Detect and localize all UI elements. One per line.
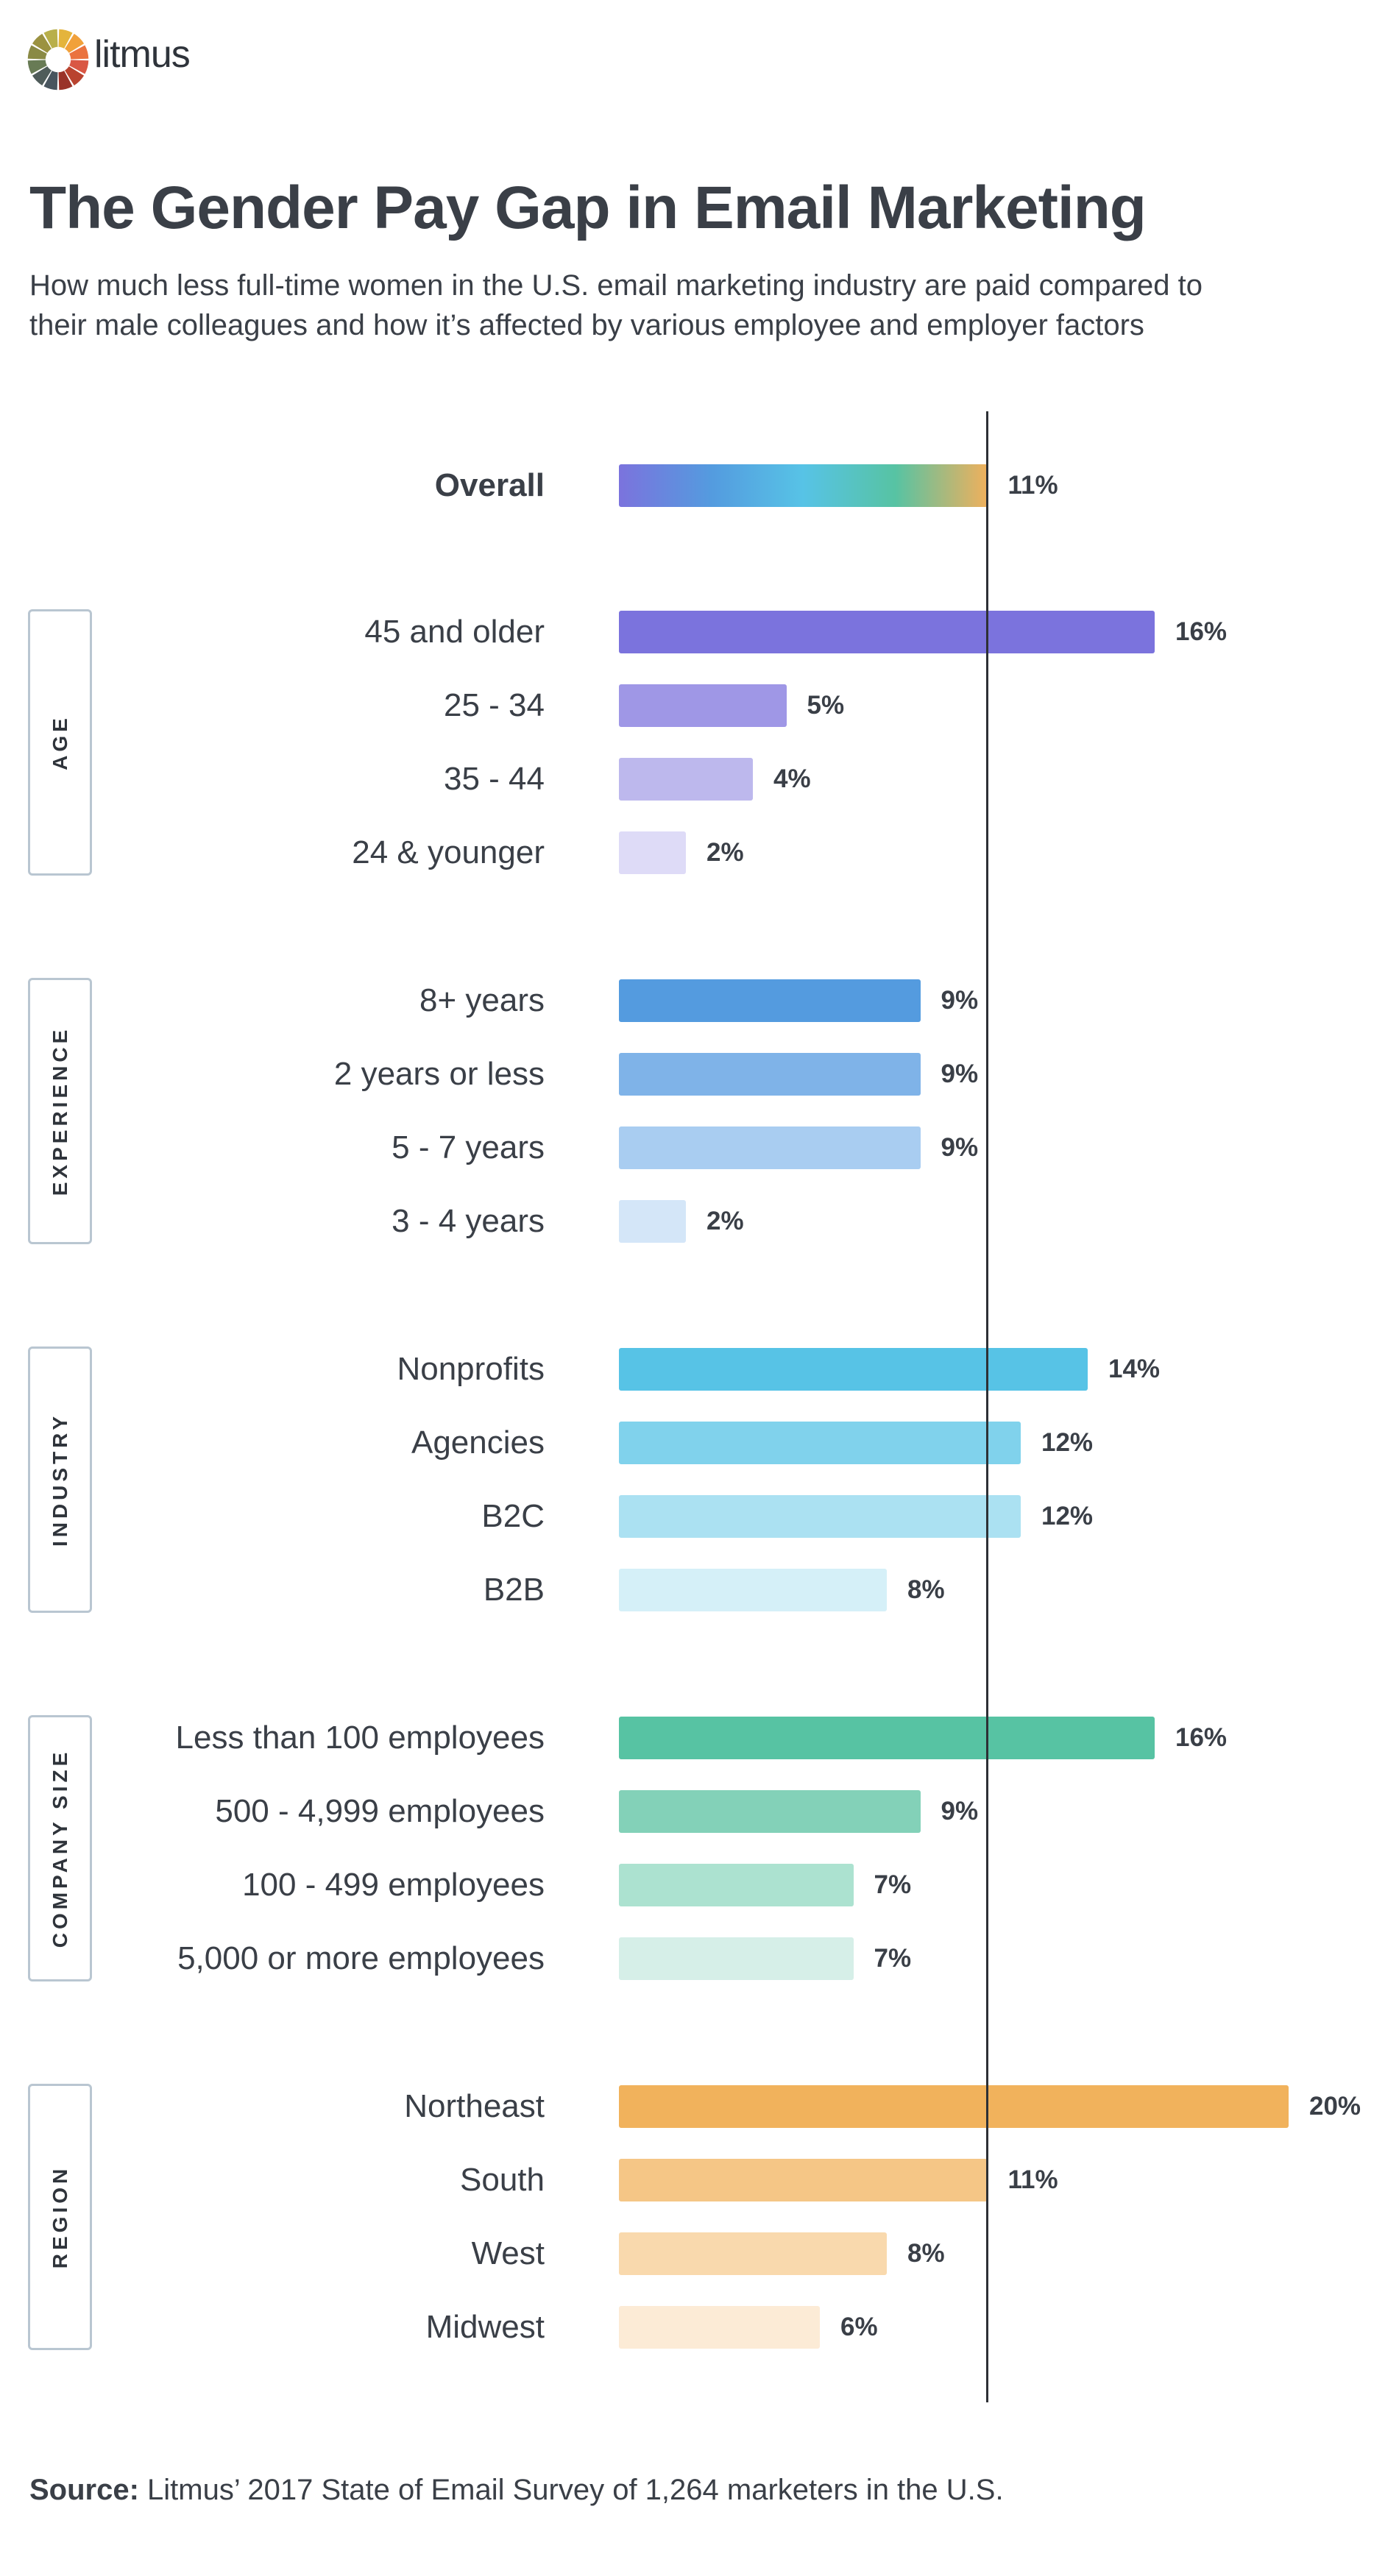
bar [619,1569,887,1611]
bar [619,1348,1088,1391]
group-label: INDUSTRY [48,1412,71,1547]
bar [619,1053,921,1096]
value-label: 4% [773,764,811,793]
logo-segment [65,66,85,86]
logo-segment [27,45,47,60]
litmus-logo-icon [27,29,89,91]
source-label: Source: [29,2474,139,2506]
category-label: 8+ years [419,982,545,1018]
subtitle-line-2: their male colleagues and how it’s affec… [29,309,1144,341]
value-label: 7% [874,1944,912,1973]
source-text: Litmus’ 2017 State of Email Survey of 1,… [138,2474,1004,2506]
category-label: Agencies [411,1424,545,1461]
category-label: 100 - 499 employees [242,1867,545,1903]
value-label: 6% [840,2313,878,2341]
category-label: South [460,2162,545,2198]
page-title: The Gender Pay Gap in Email Marketing [29,174,1147,241]
logo-segment [32,33,52,53]
category-label: Midwest [425,2309,545,2345]
logo-segment [43,29,58,49]
value-label: 11% [1007,2165,1058,2194]
value-label: 2% [706,838,744,867]
group-label: EXPERIENCE [48,1026,71,1196]
category-label: Northeast [404,2088,545,2124]
brand-name: litmus [94,33,191,76]
category-label: 35 - 44 [444,761,545,797]
group-label: AGE [48,714,71,770]
group-label-box: COMPANY SIZE [28,1715,92,1981]
category-label: Nonprofits [397,1351,545,1387]
bar [619,464,988,507]
group-label-box: AGE [28,609,92,876]
category-label: 24 & younger [352,834,545,870]
group-label-box: REGION [28,2084,92,2350]
logo-segment [69,60,89,74]
category-label: 25 - 34 [444,687,545,723]
bar [619,611,1155,653]
value-label: 20% [1309,2092,1361,2121]
category-label: 45 and older [364,614,545,650]
group-label-box: EXPERIENCE [28,978,92,1244]
bar [619,2306,820,2349]
value-label: 8% [907,1575,945,1604]
value-label: 16% [1175,1723,1228,1752]
bar [619,1495,1021,1538]
category-label: 5,000 or more employees [177,1940,545,1976]
category-label: 2 years or less [333,1056,545,1092]
logo-segment [58,29,73,49]
bar [619,2232,887,2275]
bar [619,1790,921,1833]
bar [619,1864,854,1906]
bar [619,1200,686,1243]
group-label: REGION [48,2165,71,2269]
category-label: 500 - 4,999 employees [215,1793,545,1829]
value-label: 2% [706,1207,744,1235]
group-label: COMPANY SIZE [48,1748,71,1948]
bar [619,1422,1021,1464]
bar [619,2085,1289,2128]
value-label: 7% [874,1870,912,1899]
category-label: Less than 100 employees [175,1720,545,1756]
bar [619,1126,921,1169]
value-label: 9% [941,986,979,1015]
bar [619,2159,988,2201]
reference-line [986,411,988,2402]
value-label: 9% [941,1133,979,1162]
category-label: West [471,2235,545,2271]
bar [619,684,787,727]
logo-segment [69,45,89,60]
category-label: B2C [481,1498,545,1534]
logo-segment [27,60,47,74]
subtitle-line-1: How much less full-time women in the U.S… [29,269,1203,302]
value-label: 5% [807,691,845,720]
bar [619,758,753,801]
value-label: 8% [907,2239,945,2268]
group-label-box: INDUSTRY [28,1346,92,1613]
logo-segment [43,71,58,91]
value-label: 9% [941,1797,979,1825]
value-label: 14% [1108,1355,1161,1383]
logo-segment [32,66,52,86]
bar [619,1937,854,1980]
value-label: 16% [1175,617,1228,646]
logo-segment [58,71,73,91]
value-label: 12% [1041,1502,1094,1530]
category-label: 3 - 4 years [392,1203,545,1239]
logo-segment [65,33,85,53]
category-label: B2B [483,1572,545,1608]
value-label: 12% [1041,1428,1094,1457]
bar [619,979,921,1022]
value-label: 11% [1007,471,1058,500]
bar [619,831,686,874]
value-label: 9% [941,1060,979,1088]
bar [619,1717,1155,1759]
category-label: 5 - 7 years [392,1129,545,1165]
source-note: Source: Litmus’ 2017 State of Email Surv… [29,2474,1004,2507]
category-label: Overall [434,467,545,503]
